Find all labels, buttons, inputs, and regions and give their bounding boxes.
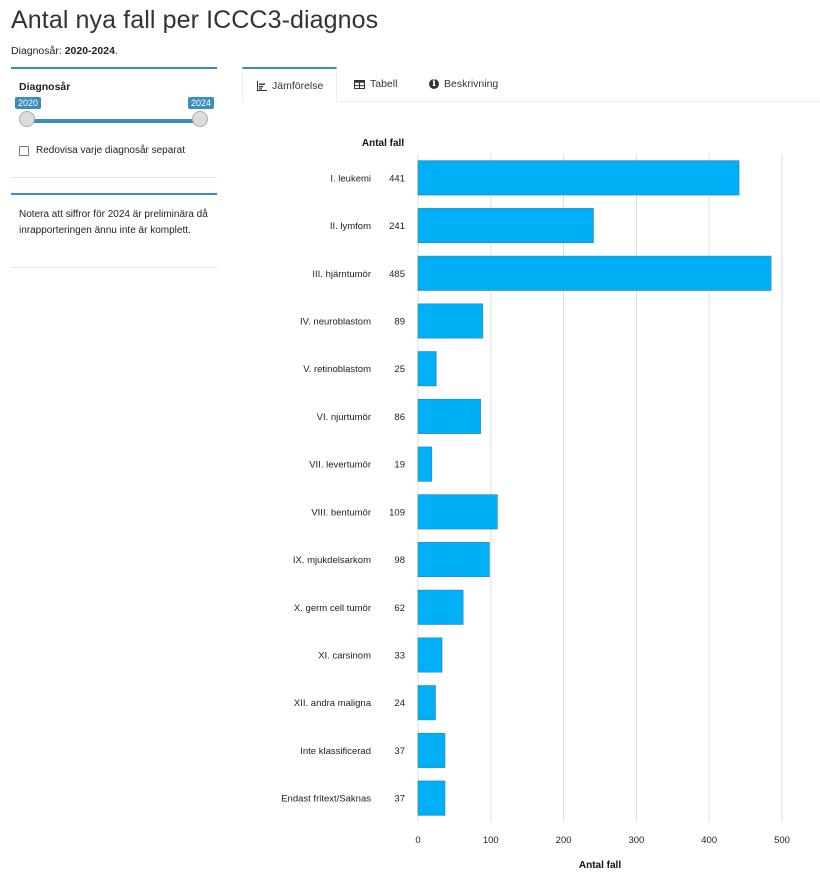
bar[interactable] (417, 685, 436, 721)
value-label: 19 (394, 460, 405, 471)
tab-tabell[interactable]: Tabell (354, 67, 397, 101)
value-label: 37 (394, 794, 405, 805)
x-tick-label: 200 (556, 835, 572, 846)
category-label: Endast fritext/Saknas (281, 794, 371, 805)
bar[interactable] (417, 255, 772, 291)
page-subtitle: Diagnosår: 2020-2024. (11, 45, 118, 57)
value-label: 98 (394, 555, 405, 566)
tab-jamforelse[interactable]: Jämförelse (242, 67, 337, 102)
x-tick-label: 0 (415, 835, 420, 846)
x-tick-label: 300 (628, 835, 644, 846)
tab-beskrivning-label: Beskrivning (444, 78, 499, 90)
bar[interactable] (417, 542, 490, 578)
bar-chart-icon (257, 80, 267, 91)
value-label: 109 (389, 507, 405, 518)
category-label: II. lymfom (330, 221, 371, 232)
separate-years-label: Redovisa varje diagnosår separat (36, 145, 185, 156)
value-column-header: Antal fall (362, 138, 404, 149)
value-label: 62 (394, 603, 405, 614)
value-labels: 441 241 485 89 25 86 19 109 98 62 33 24 37 37 (389, 173, 405, 804)
category-label: XII. andra maligna (294, 698, 372, 709)
subtitle-suffix: . (114, 45, 118, 57)
category-label: V. retinoblastom (303, 364, 371, 375)
tab-tabell-label: Tabell (370, 78, 398, 90)
bar[interactable] (417, 494, 498, 530)
slider-label: Diagnosår (19, 81, 71, 93)
bar[interactable] (417, 780, 446, 816)
slider-max-tag: 2024 (188, 97, 215, 109)
category-label: VIII. bentumör (311, 507, 371, 518)
subtitle-prefix: Diagnosår: (11, 45, 65, 57)
tab-beskrivning[interactable]: i Beskrivning (429, 67, 498, 101)
category-label: IV. neuroblastom (300, 317, 371, 328)
slider-max-handle[interactable] (192, 111, 208, 127)
x-tick-label: 100 (483, 835, 499, 846)
category-labels: I. leukemi II. lymfom III. hjärntumör IV. n… (281, 173, 371, 804)
bar-chart: I. leukemi II. lymfom III. hjärntumör IV. n… (281, 138, 790, 871)
bar[interactable] (417, 351, 437, 387)
value-label: 33 (394, 651, 405, 662)
x-tick-label: 400 (701, 835, 717, 846)
category-label: XI. carsinom (318, 651, 371, 662)
table-icon (354, 79, 365, 89)
filter-panel: Diagnosår 2020 2024 Redovisa varje diagn… (11, 67, 217, 178)
subtitle-year-range: 2020-2024 (64, 45, 115, 57)
bar[interactable] (417, 446, 433, 482)
bar[interactable] (417, 303, 484, 339)
category-label: I. leukemi (330, 173, 371, 184)
bar[interactable] (417, 398, 481, 434)
value-label: 241 (389, 221, 405, 232)
x-tick-label: 500 (774, 835, 790, 846)
bar[interactable] (417, 208, 594, 244)
x-axis-label: Antal fall (579, 860, 621, 871)
bar[interactable] (417, 637, 443, 673)
tab-bar: Jämförelse Tabell i Beskrivning (242, 67, 820, 102)
separate-years-option[interactable]: Redovisa varje diagnosår separat (19, 145, 185, 156)
value-label: 24 (394, 698, 405, 709)
value-label: 89 (394, 317, 405, 328)
note-panel: Notera att siffror för 2024 är preliminä… (11, 193, 217, 268)
chart-bars (417, 160, 772, 816)
tab-jamforelse-label: Jämförelse (272, 79, 324, 92)
info-circle-icon: i (429, 79, 439, 89)
category-label: VI. njurtumör (317, 412, 371, 423)
chart-grid (417, 154, 783, 822)
category-label: III. hjärntumör (312, 269, 371, 280)
category-label: IX. mjukdelsarkom (293, 555, 371, 566)
value-label: 441 (389, 173, 405, 184)
slider-min-handle[interactable] (19, 111, 35, 127)
value-label: 86 (394, 412, 405, 423)
value-label: 37 (394, 746, 405, 757)
category-label: VII. levertumör (309, 460, 371, 471)
value-label: 485 (389, 269, 405, 280)
bar[interactable] (417, 160, 740, 196)
page-title: Antal nya fall per ICCC3-diagnos (11, 6, 379, 34)
value-label: 25 (394, 364, 405, 375)
bar[interactable] (417, 589, 464, 625)
category-label: X. germ cell tumör (294, 603, 371, 614)
slider-min-tag: 2020 (15, 97, 42, 109)
year-range-slider[interactable] (27, 119, 201, 123)
bar[interactable] (417, 732, 446, 768)
preliminary-note: Notera att siffror för 2024 är preliminä… (19, 209, 208, 236)
x-tick-labels: 0 100 200 300 400 500 (415, 835, 790, 846)
separate-years-checkbox[interactable] (19, 145, 29, 156)
category-label: Inte klassificerad (300, 746, 371, 757)
